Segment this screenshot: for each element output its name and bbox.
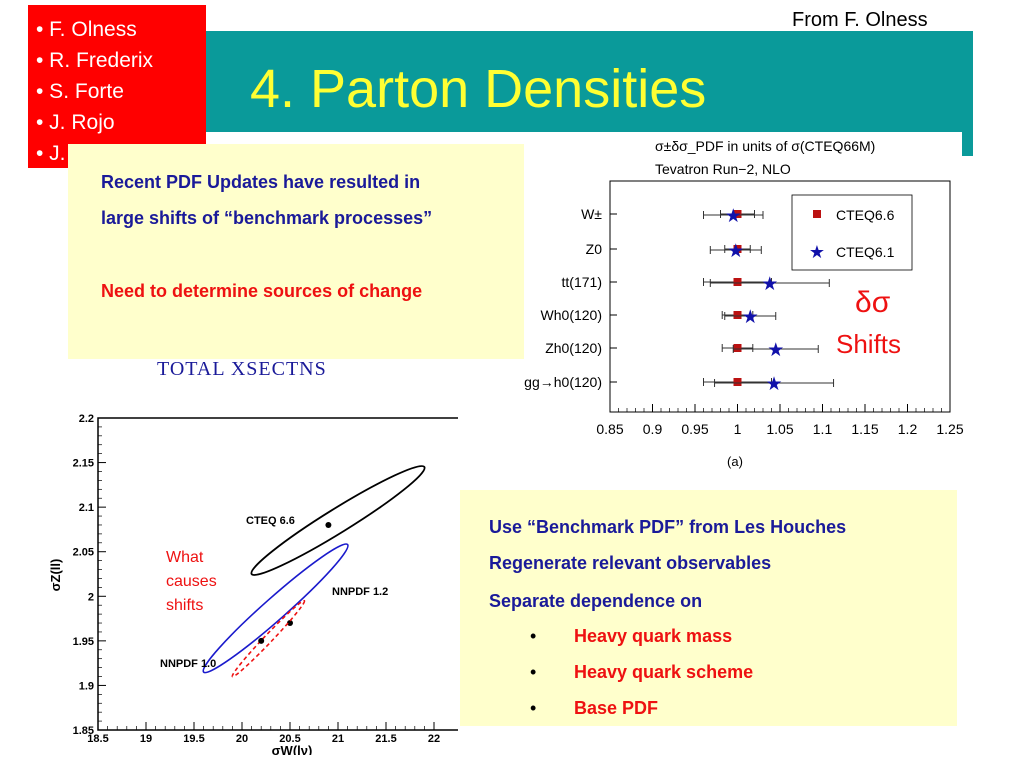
note-line: Regenerate relevant observables [489, 553, 772, 573]
legend-square-marker [813, 210, 821, 218]
note-line-highlight: Need to determine sources of change [101, 281, 423, 301]
data-point-star: ★ [727, 241, 744, 262]
uncertainty-ellipse [202, 543, 349, 674]
x-tick-label: 0.95 [681, 421, 708, 437]
category-label: gg→h0(120) [524, 374, 602, 390]
x-tick-label: 1 [734, 421, 742, 437]
x-tick-label: 1.15 [851, 421, 878, 437]
legend-label: CTEQ6.6 [836, 207, 895, 223]
pdf-updates-note: Recent PDF Updates have resulted in larg… [68, 144, 524, 359]
legend-star-marker: ★ [809, 242, 825, 262]
delta-sigma-label: δσ [855, 286, 891, 319]
x-tick-label: 19 [140, 733, 152, 745]
category-label: tt(171) [562, 274, 602, 290]
y-tick-label: 2.2 [79, 413, 94, 425]
legend-label: CTEQ6.1 [836, 244, 895, 260]
y-tick-label: 2.05 [73, 547, 94, 559]
bullet-marker: • [530, 626, 537, 646]
chart2-x-label: σW(lν) [272, 743, 313, 755]
central-value-point [287, 620, 293, 627]
y-tick-label: 2.1 [79, 502, 94, 514]
shifts-label: Shifts [836, 329, 901, 359]
note-line: Use “Benchmark PDF” from Les Houches [489, 517, 847, 537]
total-xsections-label: TOTAL XSECTNS [157, 358, 327, 380]
nnpdf10-label: NNPDF 1.0 [160, 658, 216, 670]
bullet-marker: • [530, 662, 537, 682]
x-tick-label: 0.85 [596, 421, 623, 437]
data-point-star: ★ [761, 274, 778, 295]
cteq66-label: CTEQ 6.6 [246, 515, 295, 527]
x-tick-label: 21 [332, 733, 344, 745]
pdf-shift-chart: σ±δσ_PDF in units of σ(CTEQ66M) Tevatron… [524, 138, 964, 469]
category-label: W± [581, 206, 602, 222]
x-tick-label: 20 [236, 733, 248, 745]
author-item: • J. Rojo [36, 111, 115, 134]
what-causes-shifts-line: What [166, 549, 204, 566]
chart1-legend [791, 194, 913, 271]
uncertainty-ellipse [250, 465, 426, 576]
data-point-square [733, 378, 742, 386]
chart2-marks [202, 465, 426, 678]
page-title: 4. Parton Densities [250, 59, 707, 119]
x-tick-label: 18.5 [87, 733, 108, 745]
category-label: Wh0(120) [541, 307, 602, 323]
title-bar-edge [962, 132, 973, 156]
category-label: Z0 [586, 241, 603, 257]
what-causes-shifts-line: shifts [166, 597, 203, 614]
note-line: Separate dependence on [489, 591, 703, 611]
x-tick-label: 1.25 [936, 421, 963, 437]
dependence-item: Base PDF [574, 698, 659, 718]
x-tick-label: 21.5 [375, 733, 396, 745]
y-tick-label: 2 [88, 591, 94, 603]
dependence-item: Heavy quark scheme [574, 662, 754, 682]
dependence-item: Heavy quark mass [574, 626, 733, 646]
x-tick-label: 1.05 [766, 421, 793, 437]
x-tick-label: 19.5 [183, 733, 204, 745]
data-point-square [733, 210, 742, 218]
central-value-point [258, 637, 265, 644]
data-point-square [733, 278, 742, 286]
chart2-axes: 18.5 19 19.5 20 20.5 21 21.5 22 1.85 1.9 1.95 2 2.05… [73, 413, 441, 745]
author-item: • F. Olness [36, 18, 137, 41]
y-tick-label: 1.95 [73, 636, 94, 648]
chart1-subtitle: Tevatron Run−2, NLO [655, 161, 791, 177]
y-tick-label: 1.9 [79, 680, 94, 692]
chart1-categories: W± Z0 tt(171) Wh0(120) Zh0(120) gg→h0(120) [524, 206, 617, 390]
data-point-star: ★ [742, 307, 759, 328]
chart2-frame [97, 417, 458, 731]
x-tick-label: 1.2 [898, 421, 918, 437]
note-line: large shifts of “benchmark processes” [101, 208, 433, 228]
nnpdf12-label: NNPDF 1.2 [332, 586, 388, 598]
uncertainty-ellipse [231, 599, 306, 678]
data-point-square [733, 245, 742, 253]
chart2-y-label: σZ(ll) [48, 559, 63, 592]
chart1-x-axis: 0.85 0.9 0.95 1 1.05 1.1 1.15 1.2 1.25 [596, 404, 964, 437]
chart1-caption: (a) [727, 454, 743, 469]
benchmark-note: Use “Benchmark PDF” from Les Houches Reg… [460, 490, 957, 726]
central-value-point [325, 521, 332, 528]
x-tick-label: 20.5 [279, 733, 300, 745]
category-label: Zh0(120) [545, 340, 602, 356]
data-point-star: ★ [725, 206, 742, 227]
data-point-star: ★ [766, 374, 783, 395]
data-point-square [733, 311, 742, 319]
bullet-marker: • [530, 698, 537, 718]
data-point-square [733, 344, 742, 352]
chart1-marks: ★★★★★★ [703, 206, 835, 395]
chart1-title: σ±δσ_PDF in units of σ(CTEQ66M) [655, 138, 875, 154]
author-item: • R. Frederix [36, 49, 154, 72]
what-causes-shifts-line: causes [166, 573, 217, 590]
x-tick-label: 0.9 [643, 421, 663, 437]
xsection-ellipse-chart: 18.5 19 19.5 20 20.5 21 21.5 22 1.85 1.9 1.95 2 2.05… [48, 413, 458, 755]
y-tick-label: 1.85 [73, 725, 94, 737]
data-point-star: ★ [767, 340, 784, 361]
note-line: Recent PDF Updates have resulted in [101, 172, 421, 192]
y-tick-label: 2.15 [73, 458, 94, 470]
x-tick-label: 1.1 [813, 421, 833, 437]
x-tick-label: 22 [428, 733, 440, 745]
author-item: • S. Forte [36, 80, 124, 103]
source-credit: From F. Olness [792, 9, 928, 31]
